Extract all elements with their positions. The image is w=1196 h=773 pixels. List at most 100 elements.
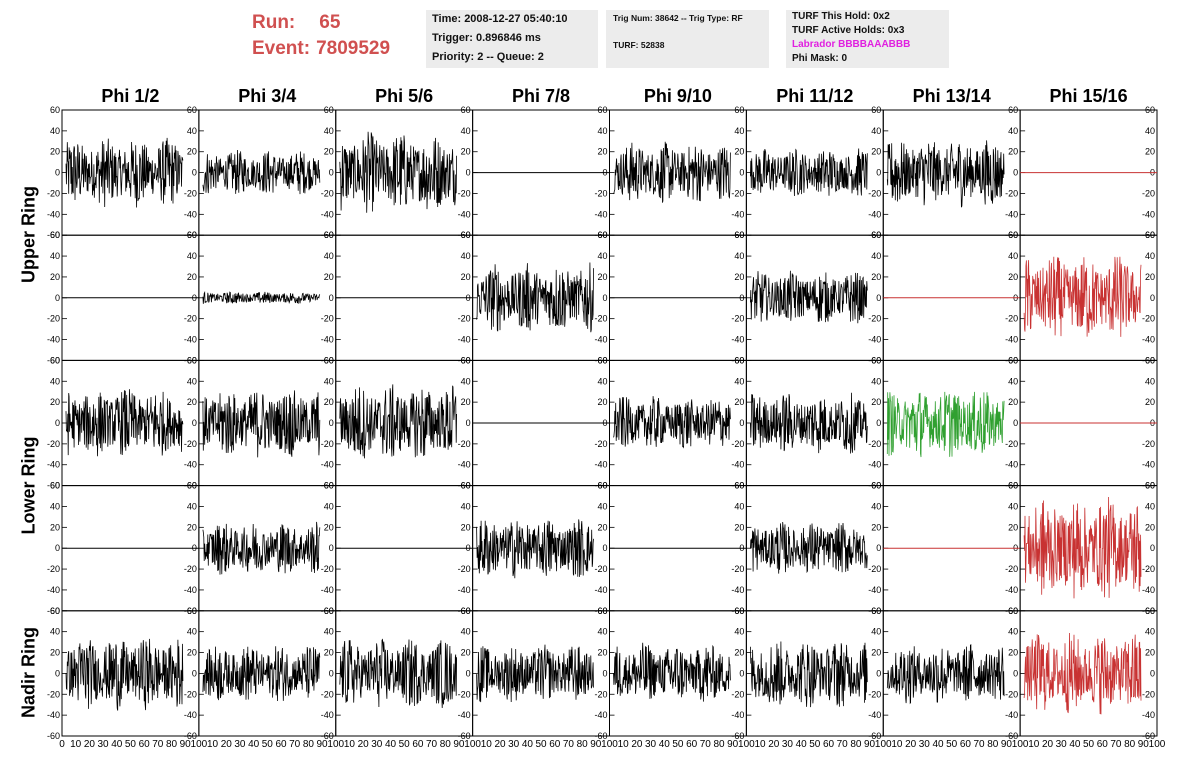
x-tick-label: 60 <box>412 739 424 750</box>
y-tick-label: 0 <box>602 543 607 553</box>
y-tick-label: -20 <box>1005 564 1018 574</box>
y-tick-label: 60 <box>461 230 471 240</box>
x-tick-label: 80 <box>1124 739 1136 750</box>
y-tick-label: 0 <box>329 668 334 678</box>
y-tick-label: 60 <box>187 606 197 616</box>
y-tick-label: -40 <box>458 585 471 595</box>
y-tick-label: 40 <box>461 627 471 637</box>
panel-frame <box>335 109 474 236</box>
y-tick-label: 40 <box>597 627 607 637</box>
y-tick-label: -40 <box>594 710 607 720</box>
column-header-6: Phi 11/12 <box>776 86 854 106</box>
y-axis-label-left: 60 <box>50 606 60 616</box>
y-axis-label-left: -60 <box>47 731 60 741</box>
y-tick-label: -20 <box>868 188 881 198</box>
waveform-trace <box>750 270 868 324</box>
trigger-text: Trigger: 0.896846 ms <box>432 32 541 44</box>
y-tick-label: 20 <box>734 397 744 407</box>
y-tick-label: 20 <box>461 648 471 658</box>
waveform-trace <box>1023 496 1142 599</box>
y-tick-label: -20 <box>868 439 881 449</box>
y-tick-label: 20 <box>187 648 197 658</box>
y-tick-label: -40 <box>594 460 607 470</box>
x-tick-label: 60 <box>549 739 561 750</box>
waveform-trace <box>886 644 1005 705</box>
y-tick-label: 20 <box>461 397 471 407</box>
x-tick-label: 70 <box>974 739 986 750</box>
waveform-trace <box>202 521 321 575</box>
y-tick-label: -40 <box>731 335 744 345</box>
y-tick-label: 20 <box>734 648 744 658</box>
y-tick-label: 0 <box>329 543 334 553</box>
y-tick-label: 0 <box>466 418 471 428</box>
y-tick-label: 40 <box>1008 251 1018 261</box>
y-axis-label-left: 0 <box>55 543 60 553</box>
y-tick-label: 20 <box>324 397 334 407</box>
x-tick-label: 40 <box>111 739 123 750</box>
y-axis-label-left: -20 <box>47 689 60 699</box>
x-tick-label: 10 <box>207 739 219 750</box>
x-tick-label: 30 <box>645 739 657 750</box>
y-tick-label: 40 <box>187 627 197 637</box>
y-tick-label: 60 <box>734 481 744 491</box>
y-tick-label: 60 <box>734 230 744 240</box>
waveform-trace <box>65 137 184 208</box>
y-axis-label-left: 40 <box>50 251 60 261</box>
y-tick-label: -20 <box>184 188 197 198</box>
y-tick-label: 40 <box>461 126 471 136</box>
y-tick-label: -40 <box>184 585 197 595</box>
x-tick-label: 70 <box>700 739 712 750</box>
y-tick-label: 20 <box>871 648 881 658</box>
column-header-2: Phi 3/4 <box>238 86 297 106</box>
y-tick-label: -20 <box>731 689 744 699</box>
x-tick-label: 50 <box>1083 739 1095 750</box>
column-header-7: Phi 13/14 <box>912 86 991 106</box>
y-tick-label: 20 <box>734 272 744 282</box>
waveform-trace <box>1023 632 1142 715</box>
y-tick-label: 40 <box>871 501 881 511</box>
x-tick-label: 50 <box>809 739 821 750</box>
y-tick-label: 40 <box>871 376 881 386</box>
x-tick-label: 70 <box>837 739 849 750</box>
y-tick-label: -40 <box>731 209 744 219</box>
y-axis-label-left: -40 <box>47 710 60 720</box>
y-axis-label-left: -60 <box>47 606 60 616</box>
y-tick-label: 20 <box>597 147 607 157</box>
y-tick-label: 20 <box>597 522 607 532</box>
y-tick-label: -40 <box>458 209 471 219</box>
y-tick-label: -20 <box>1005 314 1018 324</box>
y-tick-label: -20 <box>1005 188 1018 198</box>
y-tick-label: -20 <box>731 564 744 574</box>
x-tick-label: 90 <box>180 739 192 750</box>
y-tick-label: 40 <box>1145 501 1155 511</box>
y-tick-label: 40 <box>324 251 334 261</box>
y-tick-label: -40 <box>594 585 607 595</box>
y-tick-label: 20 <box>461 272 471 282</box>
y-tick-label: -40 <box>321 710 334 720</box>
y-axis-label-left: -60 <box>47 355 60 365</box>
y-tick-label: -40 <box>321 209 334 219</box>
y-tick-label: -40 <box>184 460 197 470</box>
x-tick-label: 100 <box>738 739 755 750</box>
y-tick-label: 60 <box>324 606 334 616</box>
y-tick-label: 60 <box>461 606 471 616</box>
y-tick-label: -40 <box>184 209 197 219</box>
y-tick-label: -60 <box>1005 731 1018 741</box>
waveform-trace <box>750 148 868 197</box>
y-tick-label: -40 <box>184 335 197 345</box>
x-tick-label: 40 <box>522 739 534 750</box>
y-tick-label: 60 <box>187 105 197 115</box>
y-tick-label: -60 <box>1142 731 1155 741</box>
y-axis-label-left: 40 <box>50 627 60 637</box>
y-tick-label: -40 <box>868 710 881 720</box>
x-tick-label: 30 <box>1056 739 1068 750</box>
y-tick-label: -20 <box>731 188 744 198</box>
labrador-text: Labrador BBBBAAABBB <box>792 39 911 50</box>
